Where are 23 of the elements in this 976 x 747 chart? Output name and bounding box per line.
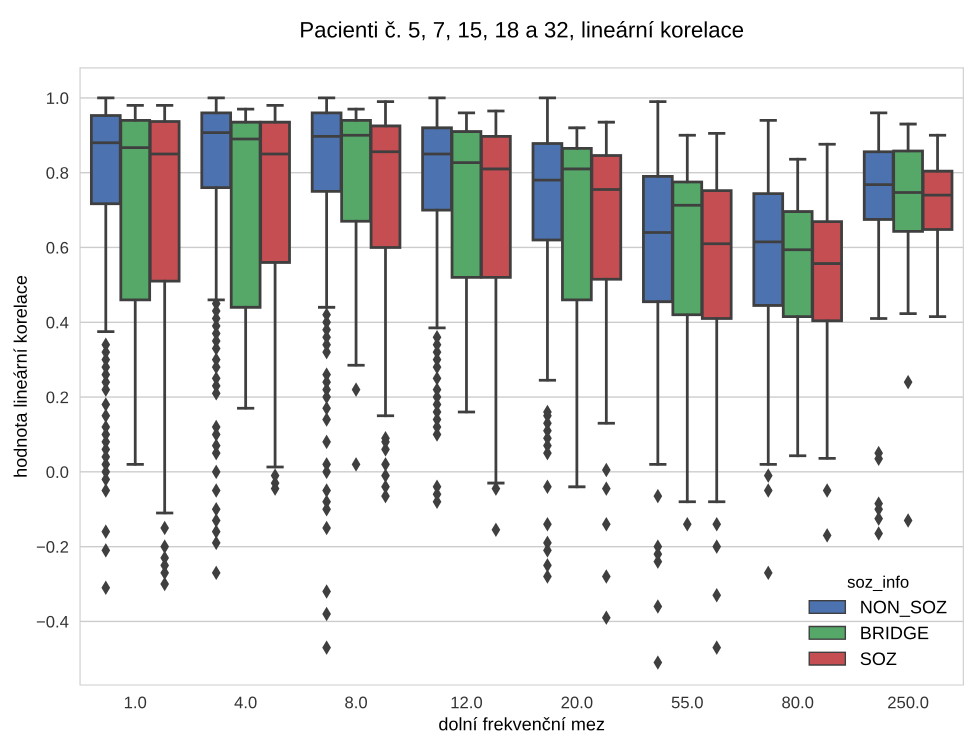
- x-tick-label: 250.0: [888, 696, 928, 708]
- y-tick-label: 0.8: [46, 167, 68, 179]
- x-tick-label: 12.0: [452, 696, 482, 708]
- legend-label: SOZ: [860, 652, 896, 666]
- x-tick-label: 4.0: [234, 696, 257, 708]
- y-tick-label: 1.0: [47, 92, 68, 104]
- legend-title: soz_info: [848, 576, 908, 592]
- y-tick-label: −0.4: [36, 616, 68, 628]
- legend-label: BRIDGE: [861, 626, 928, 640]
- y-tick-label: −0.2: [36, 541, 68, 553]
- chart-title: Pacienti č. 5, 7, 15, 18 a 32, lineární korelace: [301, 21, 744, 40]
- x-tick-label: 80.0: [782, 696, 814, 708]
- x-tick-label: 8.0: [345, 696, 367, 708]
- y-axis-title: hodnota lineární korelace: [13, 276, 27, 477]
- x-tick-label: 1.0: [124, 696, 146, 708]
- y-tick-label: 0.2: [46, 391, 68, 404]
- x-tick-label: 20.0: [562, 696, 592, 708]
- x-axis-title: dolní frekvenční mez: [439, 716, 604, 730]
- y-tick-label: 0.4: [46, 316, 68, 328]
- x-tick-label: 55.0: [672, 696, 703, 708]
- legend-label: NON_SOZ: [861, 600, 946, 617]
- y-tick-label: 0.0: [46, 466, 68, 478]
- y-tick-label: 0.6: [46, 242, 68, 254]
